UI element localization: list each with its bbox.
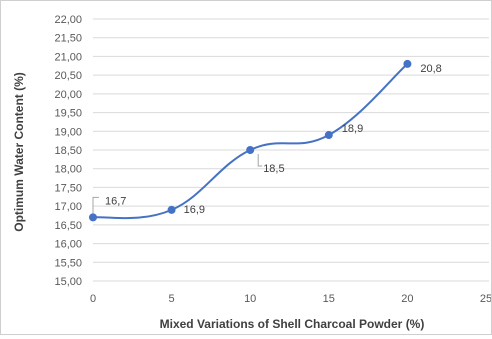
y-tick-label: 18,50 [54,145,82,157]
y-tick-label: 16,00 [54,239,82,251]
data-label: 18,9 [342,123,363,135]
y-tick-label: 15,50 [54,257,82,269]
data-label-leader [92,196,99,214]
y-tick-label: 19,50 [54,108,82,120]
x-tick-label: 25 [480,293,491,305]
data-label: 16,7 [105,195,126,207]
x-tick-label: 15 [323,293,335,305]
data-point [246,146,255,154]
y-tick-label: 17,00 [54,201,82,213]
data-labels: 16,7 16,9 18,5 18,9 20,8 [105,63,442,216]
data-label-leader [257,154,263,167]
x-tick-label: 10 [244,293,256,305]
gridlines [93,18,489,282]
y-tick-labels: 15,00 15,50 16,00 16,50 17,00 17,50 18,00 18,50… [54,14,82,288]
series-line [92,63,409,220]
y-tick-label: 21,00 [54,51,82,63]
x-tick-label: 0 [90,293,96,305]
y-axis-title: Optimum Water Content (%) [12,72,26,232]
y-tick-label: 21,50 [54,33,82,45]
data-label: 16,9 [184,204,205,216]
y-tick-label: 15,00 [54,276,82,288]
y-tick-label: 20,00 [54,89,82,101]
data-point [403,59,412,68]
y-tick-label: 18,00 [54,164,82,176]
data-label: 20,8 [420,63,441,75]
data-point [89,213,97,222]
data-point [167,205,176,214]
y-tick-label: 22,00 [54,14,82,26]
data-label-leaders [92,154,263,214]
x-tick-label: 20 [401,293,413,305]
data-markers [89,59,412,222]
x-axis-title: Mixed Variations of Shell Charcoal Powde… [160,317,425,331]
y-tick-label: 20,50 [54,70,82,82]
y-tick-label: 16,50 [54,220,82,232]
x-tick-labels: 0 5 10 15 20 25 [90,293,492,305]
data-point [324,131,333,140]
data-label: 18,5 [263,163,284,175]
x-tick-label: 5 [169,293,175,305]
y-tick-label: 17,50 [54,182,82,194]
y-tick-label: 19,00 [54,126,82,138]
line-chart: 15,0015,5016,0016,5017,0017,5018,0018,50… [12,14,492,331]
